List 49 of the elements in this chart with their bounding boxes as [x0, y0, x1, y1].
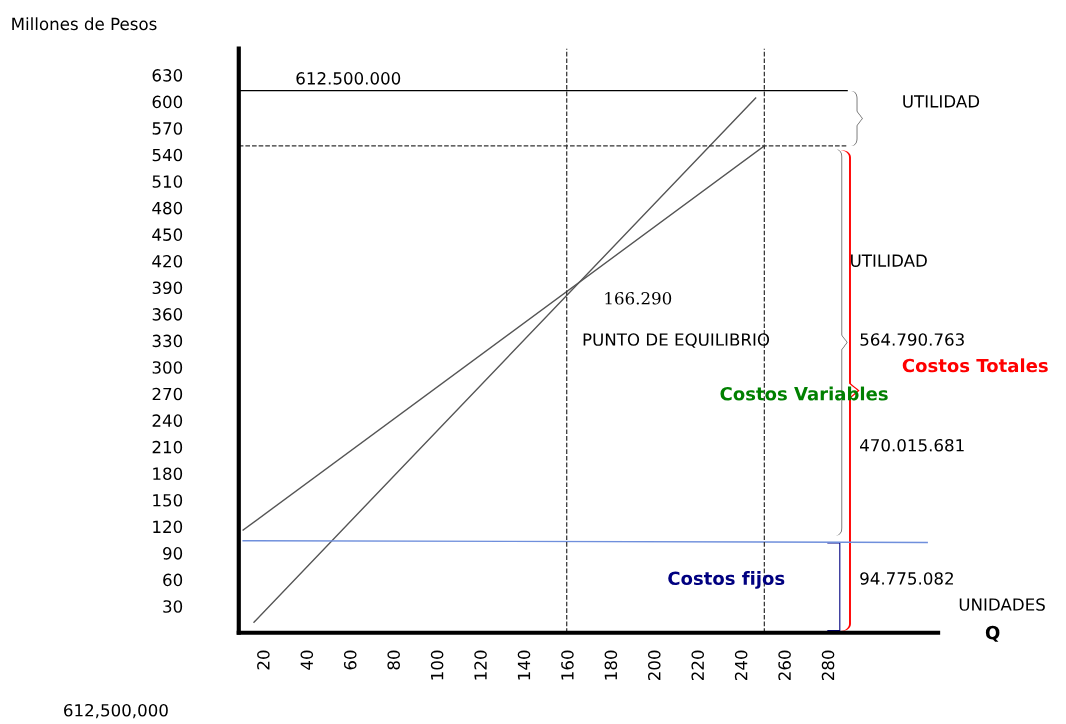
x-tick-label: 260	[778, 650, 791, 681]
ref-line-label: 612.500.000	[296, 72, 401, 85]
annotation: Costos fijos	[668, 571, 785, 589]
x-tick-label: 120	[474, 650, 487, 680]
x-tick-label: 140	[517, 650, 531, 680]
y-tick-label: 510	[152, 175, 183, 188]
annotation: 166.290	[605, 291, 672, 305]
x-tick-label: 80	[387, 650, 400, 670]
y-tick-label: 30	[163, 600, 183, 613]
text: 612,500,000	[64, 703, 168, 719]
x-tick-label: 100	[430, 650, 444, 680]
x-tick-label: 200	[647, 650, 661, 681]
text: Q	[985, 625, 1000, 642]
y-tick-label: 300	[152, 361, 183, 374]
y-tick-label: 570	[152, 122, 183, 135]
y-tick-label: 450	[152, 228, 183, 241]
y-tick-label: 360	[152, 308, 183, 321]
y-tick-label: 390	[152, 281, 183, 295]
y-axis-title: Millones de Pesos	[12, 17, 157, 31]
x-tick-label: 160	[561, 650, 574, 680]
text: UNIDADES	[959, 598, 1045, 611]
annotation: UTILIDAD	[903, 95, 980, 108]
x-tick-label: 180	[604, 650, 618, 680]
y-tick-label: 630	[152, 69, 183, 82]
y-tick-label: 180	[153, 467, 183, 480]
y-tick-label: 420	[152, 254, 183, 268]
y-tick-label: 540	[152, 148, 183, 162]
y-tick-label: 210	[152, 440, 183, 454]
y-tick-label: 60	[163, 573, 183, 587]
annotation: PUNTO DE EQUILIBRIO	[583, 333, 770, 348]
annotation: UTILIDAD	[851, 254, 927, 267]
annotation: 564.790.763	[860, 333, 964, 346]
y-tick-label: 330	[152, 334, 183, 348]
y-tick-label: 120	[153, 520, 183, 534]
y-tick-label: 90	[163, 547, 183, 560]
annotation: 94.775.082	[860, 572, 953, 585]
annotation: 470.015.681	[860, 438, 964, 452]
x-tick-label: 280	[821, 650, 835, 681]
x-tick-label: 220	[691, 650, 705, 681]
y-tick-label: 600	[152, 95, 183, 109]
y-tick-label: 270	[152, 387, 183, 401]
x-tick-label: 60	[343, 650, 357, 670]
x-tick-label: 40	[300, 650, 314, 670]
y-tick-label: 150	[153, 493, 183, 507]
x-tick-label: 20	[257, 650, 270, 670]
x-tick-label: 240	[734, 650, 748, 681]
y-tick-label: 240	[152, 414, 183, 427]
annotation: Costos Totales	[902, 358, 1048, 373]
y-tick-label: 480	[152, 201, 183, 215]
